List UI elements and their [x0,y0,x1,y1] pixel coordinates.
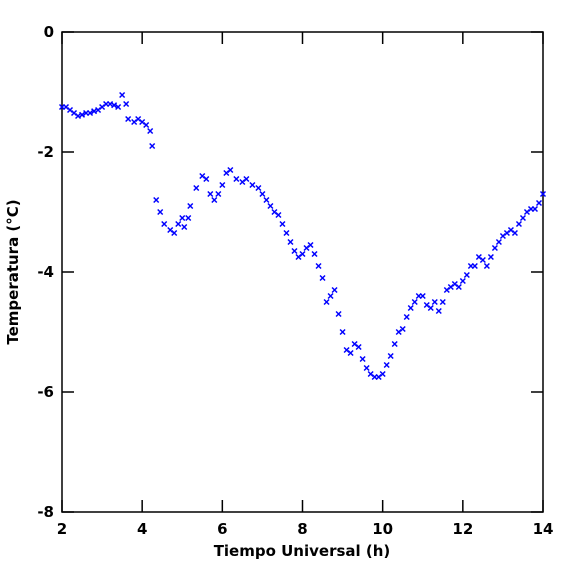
point [233,175,240,183]
point [123,100,130,108]
point [259,190,266,198]
point [211,196,218,204]
point [471,262,478,270]
point [161,220,168,228]
point [455,283,462,291]
point [483,262,490,270]
point [323,298,330,306]
x-tick-label: 4 [137,520,147,538]
point [107,100,114,108]
point [359,355,366,363]
point [283,229,290,237]
point [463,271,470,279]
point [153,196,160,204]
x-axis-label: Tiempo Universal (h) [214,542,391,560]
plot-frame [61,31,544,513]
point [427,304,434,312]
point [487,253,494,261]
point [491,244,498,252]
point [307,241,314,249]
point [403,313,410,321]
point [479,256,486,264]
point [519,214,526,222]
point [439,298,446,306]
point [91,108,98,115]
point [287,238,294,246]
point [387,352,394,360]
point [535,199,543,207]
y-tick-label: -4 [37,263,54,281]
x-tick-label: 2 [57,520,67,538]
point [399,325,406,333]
point [227,166,234,174]
point [511,229,518,237]
point [115,103,122,111]
point [531,205,539,213]
point [193,184,200,192]
point [187,202,194,210]
point [157,208,164,216]
point [539,190,547,198]
point [311,250,318,258]
point [185,214,192,222]
point [147,127,154,135]
y-tick-label: -6 [37,383,54,401]
point [407,304,414,312]
point [291,247,298,255]
x-tick-label: 14 [533,520,554,538]
point [299,250,306,258]
point [327,292,334,300]
point [171,229,178,237]
point [125,115,132,123]
point [75,112,82,120]
point [249,181,256,189]
y-tick-label: 0 [44,23,54,41]
point [275,211,282,219]
point [175,220,182,228]
point [495,238,502,246]
point [419,292,426,300]
point [267,202,274,210]
point [111,102,118,109]
point [315,262,322,270]
point [383,361,390,369]
point [243,175,250,183]
x-tick-label: 6 [217,520,227,538]
point [391,340,398,348]
point [149,142,156,150]
point [435,307,442,315]
point [411,298,418,306]
y-tick-label: -8 [37,503,54,521]
point [347,349,354,357]
point [515,220,522,228]
point [363,364,370,372]
y-tick-label: -2 [37,143,54,161]
x-tick-label: 8 [297,520,307,538]
y-axis-label: Temperatura (°C) [4,199,22,344]
point [219,181,226,189]
point [339,328,346,336]
x-tick-label: 12 [452,520,473,538]
point [319,274,326,282]
x-tick-label: 10 [372,520,393,538]
point [87,109,94,117]
point [263,196,270,204]
point [215,190,222,198]
point [79,111,86,118]
point [331,286,338,294]
point [181,223,188,231]
point [207,190,214,198]
point [379,370,386,378]
point [143,121,150,129]
point [203,175,210,183]
point [255,184,262,192]
point [279,220,286,228]
point [179,214,186,222]
point [335,310,342,318]
point [431,298,438,306]
point [355,343,362,351]
point [119,91,126,99]
point [459,277,466,285]
